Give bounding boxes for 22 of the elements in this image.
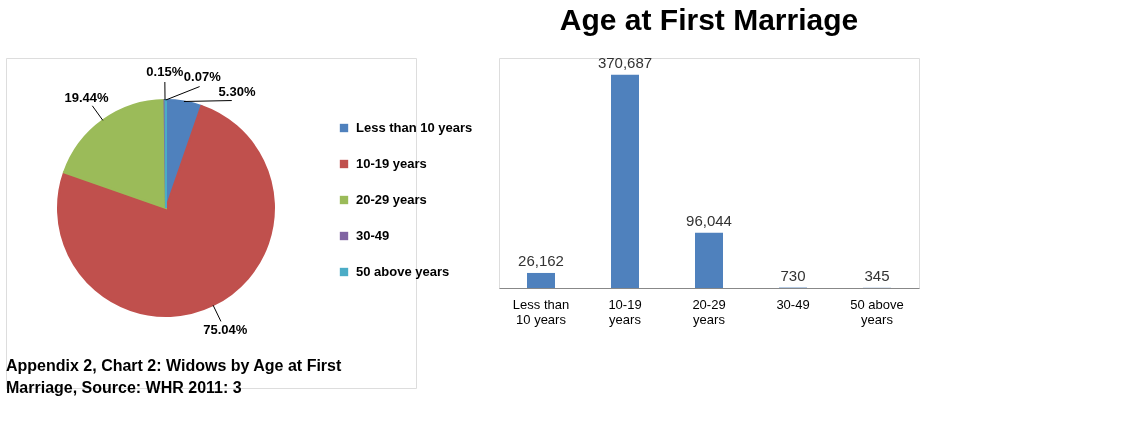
legend-label: 30-49 [356, 228, 390, 243]
data-label: 0.15% [146, 64, 184, 80]
data-label: 96,044 [686, 211, 732, 229]
data-label: 0.07% [183, 68, 222, 84]
legend-label: 50 above years [356, 264, 450, 279]
data-label: 26,162 [518, 251, 564, 269]
text: Appendix 2, Chart 2: Widows by Age at First Marriage, Source: WHR 2011: 3 [6, 357, 342, 396]
x-tick-label: 20-29 years [692, 296, 726, 327]
data-label: 5.30% [218, 84, 256, 100]
data-label: 345 [864, 266, 890, 284]
chart-title: Age at First Marriage [559, 2, 859, 36]
data-label: 75.04% [203, 322, 248, 338]
data-label: 19.44% [64, 89, 109, 105]
data-label: 730 [780, 266, 806, 284]
legend-label: 20-29 years [356, 192, 427, 207]
data-label: 370,687 [597, 53, 653, 71]
x-tick-label: 50 above years [850, 296, 904, 327]
legend-label: Less than 10 years [356, 120, 473, 135]
x-tick-label: Less than 10 years [512, 296, 570, 327]
x-tick-label: 10-19 years [608, 296, 642, 327]
x-tick-label: 30-49 [776, 296, 810, 312]
legend-label: 10-19 years [356, 156, 427, 171]
